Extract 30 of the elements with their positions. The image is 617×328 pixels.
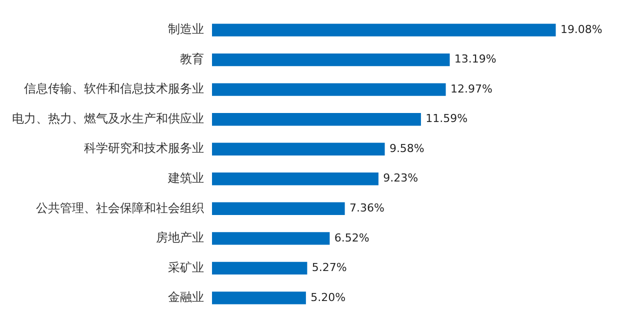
bar — [212, 172, 378, 186]
data-label: 9.58% — [389, 142, 424, 155]
bar — [212, 54, 450, 66]
bar — [212, 292, 306, 304]
bar — [212, 232, 330, 245]
data-label: 12.97% — [450, 82, 492, 96]
bar — [212, 142, 385, 156]
data-label: 5.20% — [310, 290, 346, 304]
y-tick-label: 信息传输、软件和信息技术服务业 — [24, 82, 204, 96]
data-label: 7.36% — [349, 202, 384, 214]
data-label: 9.23% — [383, 172, 418, 185]
bar — [212, 83, 446, 96]
y-tick-label: 房地产业 — [156, 230, 204, 245]
y-tick-label: 教育 — [180, 52, 204, 66]
y-tick-label: 采矿业 — [168, 260, 204, 274]
y-tick-label: 科学研究和技术服务业 — [84, 141, 204, 156]
data-label: 19.08% — [560, 22, 602, 36]
bar — [212, 202, 345, 215]
y-tick-label: 电力、热力、燃气及水生产和供应业 — [12, 111, 204, 126]
y-tick-label: 建筑业 — [167, 171, 204, 186]
y-tick-label: 制造业 — [168, 22, 204, 36]
bar — [212, 262, 308, 274]
y-tick-label: 公共管理、社会保障和社会组织 — [36, 200, 204, 215]
data-label: 5.27% — [312, 261, 347, 274]
bar — [212, 24, 556, 36]
bar — [212, 113, 421, 126]
data-label: 6.52% — [334, 231, 370, 244]
data-label: 11.59% — [426, 112, 468, 126]
data-label: 13.19% — [454, 52, 496, 66]
y-tick-label: 金融业 — [168, 290, 204, 304]
